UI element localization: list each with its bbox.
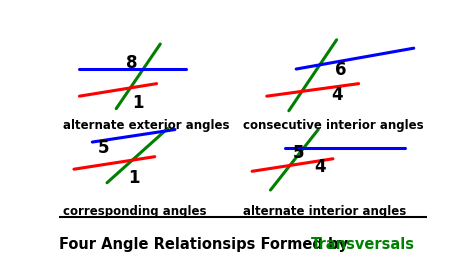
Text: 4: 4 — [315, 158, 326, 176]
Text: alternate exterior angles: alternate exterior angles — [63, 119, 229, 132]
Text: corresponding angles: corresponding angles — [63, 205, 206, 218]
Text: 1: 1 — [132, 95, 144, 112]
Text: 5: 5 — [292, 144, 304, 162]
Text: 5: 5 — [98, 139, 109, 157]
Text: consecutive interior angles: consecutive interior angles — [243, 119, 424, 132]
Text: 8: 8 — [127, 54, 138, 72]
Text: 4: 4 — [331, 86, 343, 104]
Text: 6: 6 — [335, 61, 346, 79]
Text: 1: 1 — [128, 169, 140, 186]
Text: alternate interior angles: alternate interior angles — [243, 205, 406, 218]
Text: Four Angle Relationsips Formed by: Four Angle Relationsips Formed by — [59, 237, 354, 252]
Text: Transversals: Transversals — [311, 237, 415, 252]
